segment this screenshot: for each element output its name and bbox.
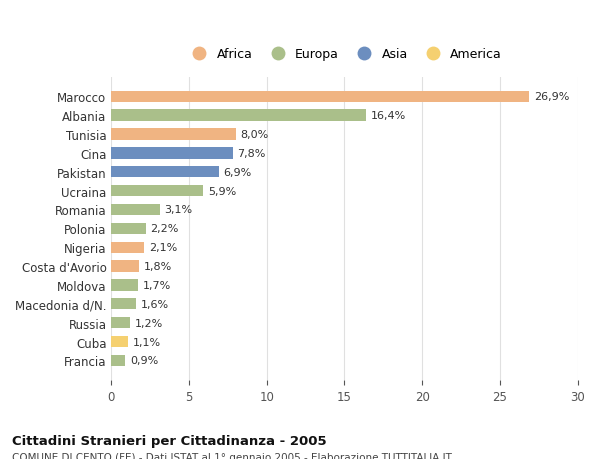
Legend: Africa, Europa, Asia, America: Africa, Europa, Asia, America xyxy=(183,45,506,65)
Bar xyxy=(112,148,233,159)
Bar xyxy=(112,317,130,329)
Text: 1,6%: 1,6% xyxy=(141,299,169,309)
Bar xyxy=(112,129,236,140)
Bar xyxy=(112,167,218,178)
Text: 1,8%: 1,8% xyxy=(144,262,172,271)
Text: 16,4%: 16,4% xyxy=(371,111,406,121)
Bar xyxy=(112,298,136,310)
Text: 1,2%: 1,2% xyxy=(134,318,163,328)
Bar xyxy=(112,355,125,366)
Text: 26,9%: 26,9% xyxy=(534,92,569,102)
Bar xyxy=(112,204,160,216)
Text: COMUNE DI CENTO (FE) - Dati ISTAT al 1° gennaio 2005 - Elaborazione TUTTITALIA.I: COMUNE DI CENTO (FE) - Dati ISTAT al 1° … xyxy=(12,452,452,459)
Text: 6,9%: 6,9% xyxy=(223,168,251,177)
Text: 2,1%: 2,1% xyxy=(149,243,177,252)
Bar xyxy=(112,185,203,197)
Text: 3,1%: 3,1% xyxy=(164,205,193,215)
Text: 1,7%: 1,7% xyxy=(142,280,170,291)
Text: 2,2%: 2,2% xyxy=(150,224,179,234)
Text: Cittadini Stranieri per Cittadinanza - 2005: Cittadini Stranieri per Cittadinanza - 2… xyxy=(12,434,326,447)
Bar xyxy=(112,91,529,103)
Bar xyxy=(112,242,144,253)
Text: 8,0%: 8,0% xyxy=(241,130,269,140)
Bar xyxy=(112,110,366,122)
Bar xyxy=(112,261,139,272)
Bar xyxy=(112,223,146,235)
Text: 1,1%: 1,1% xyxy=(133,337,161,347)
Bar xyxy=(112,280,138,291)
Text: 5,9%: 5,9% xyxy=(208,186,236,196)
Text: 0,9%: 0,9% xyxy=(130,356,158,366)
Text: 7,8%: 7,8% xyxy=(237,149,266,158)
Bar xyxy=(112,336,128,347)
